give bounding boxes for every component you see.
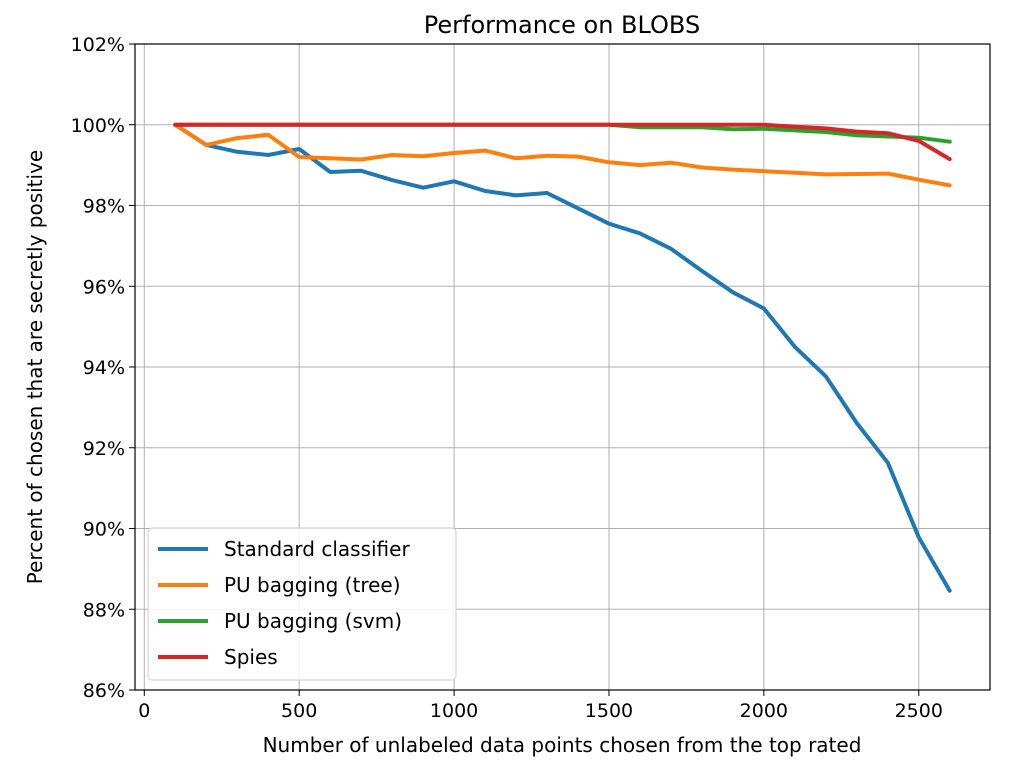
y-axis-label: Percent of chosen that are secretly posi… [23, 150, 47, 584]
chart-title: Performance on BLOBS [424, 11, 700, 39]
y-tick-label: 90% [83, 519, 125, 541]
y-tick-label: 88% [83, 599, 125, 621]
x-tick-label: 1500 [585, 700, 633, 722]
y-tick-label: 102% [71, 34, 125, 56]
legend-frame [147, 527, 457, 681]
x-axis: 0 500 1000 1500 2000 2500 [138, 690, 943, 722]
y-tick-label: 86% [83, 680, 125, 702]
series-group [173, 122, 952, 593]
legend: Standard classifier PU bagging (tree) PU b… [147, 527, 457, 681]
series-line-spies [173, 122, 952, 162]
y-tick-label: 92% [83, 438, 125, 460]
y-axis: 86% 88% 90% 92% 94% 96% 98% 100% 102% [71, 34, 135, 702]
x-tick-label: 2000 [740, 700, 788, 722]
legend-label-pu-bagging-tree: PU bagging (tree) [224, 573, 401, 597]
legend-label-pu-bagging-svm: PU bagging (svm) [224, 609, 402, 633]
x-tick-label: 2500 [895, 700, 943, 722]
y-tick-label: 94% [83, 357, 125, 379]
legend-label-standard-classifier: Standard classifier [224, 537, 410, 561]
x-tick-label: 500 [281, 700, 317, 722]
x-tick-label: 1000 [430, 700, 478, 722]
series-line-standard-classifier [173, 122, 952, 593]
y-tick-label: 98% [83, 196, 125, 218]
y-tick-label: 96% [83, 276, 125, 298]
x-axis-label: Number of unlabeled data points chosen f… [263, 733, 862, 757]
series-line-pu-bagging-tree [173, 122, 952, 188]
legend-label-spies: Spies [224, 645, 278, 669]
y-tick-label: 100% [71, 115, 125, 137]
x-tick-label: 0 [138, 700, 150, 722]
